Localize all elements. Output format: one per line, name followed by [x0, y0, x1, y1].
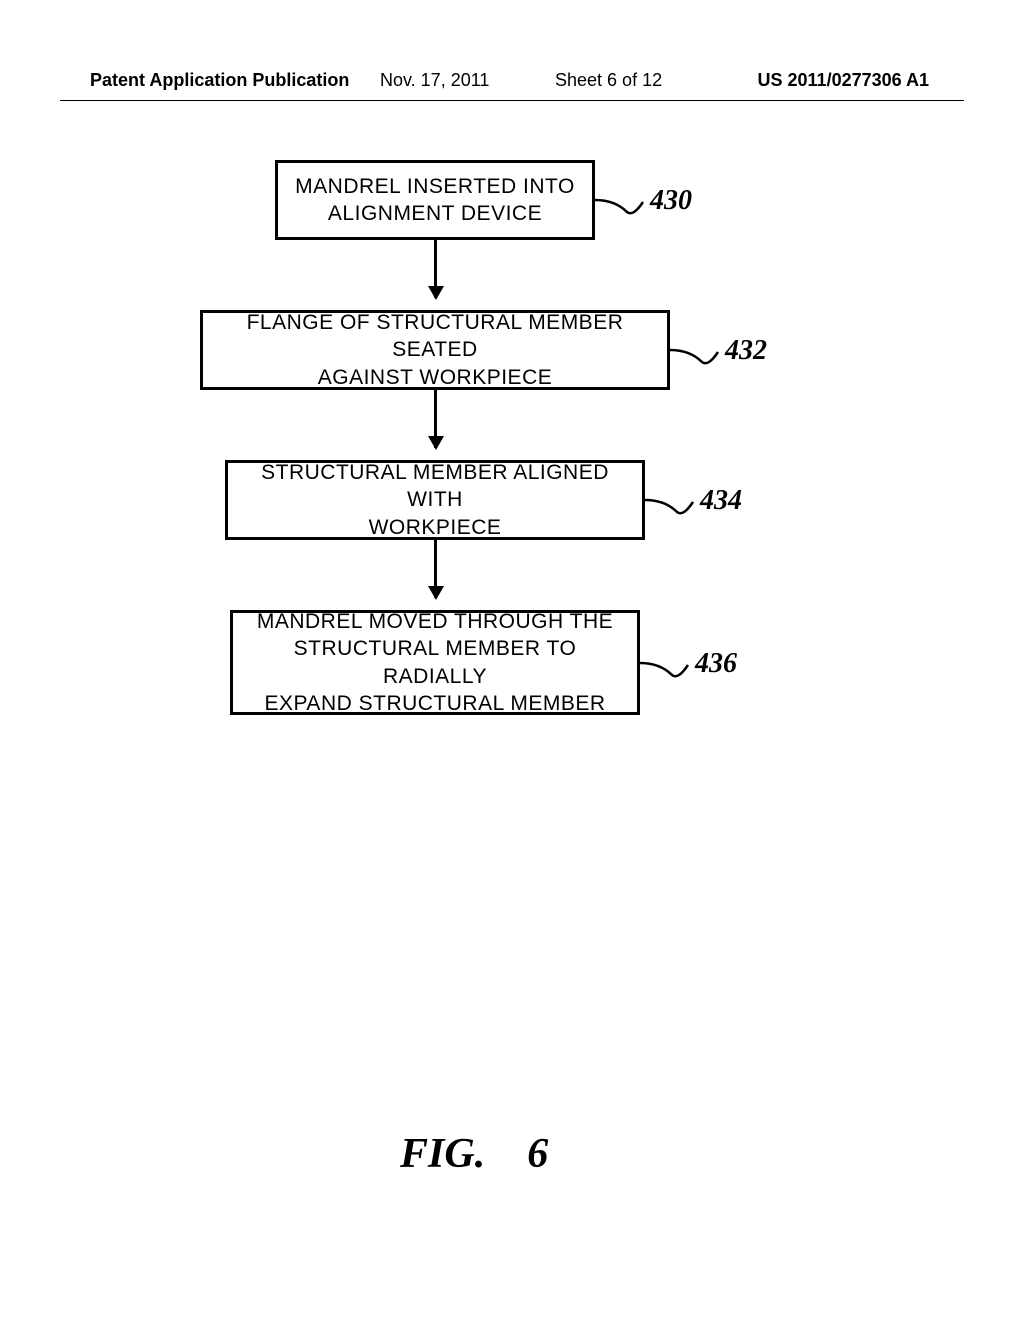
header-divider — [60, 100, 964, 101]
ref-leader-line — [670, 342, 725, 377]
ref-leader-line — [640, 655, 695, 690]
flowchart-box: MANDREL MOVED THROUGH THESTRUCTURAL MEMB… — [230, 610, 640, 715]
header-publication: Patent Application Publication — [90, 70, 349, 90]
flowchart-box: STRUCTURAL MEMBER ALIGNED WITHWORKPIECE — [225, 460, 645, 540]
flowchart-box: MANDREL INSERTED INTOALIGNMENT DEVICE — [275, 160, 595, 240]
header-date: Nov. 17, 2011 — [380, 70, 489, 91]
figure-prefix: FIG. — [400, 1131, 485, 1177]
flowchart-box: FLANGE OF STRUCTURAL MEMBER SEATEDAGAINS… — [200, 310, 670, 390]
ref-leader-line — [645, 492, 700, 527]
ref-number-label: 434 — [700, 485, 742, 517]
ref-number-label: 436 — [695, 648, 737, 680]
ref-number-label: 430 — [650, 185, 692, 217]
ref-leader-line — [595, 192, 650, 227]
ref-number-label: 432 — [725, 335, 767, 367]
flowchart-arrow — [434, 540, 437, 598]
figure-number: 6 — [527, 1131, 548, 1177]
figure-label: FIG. 6 — [400, 1130, 548, 1178]
header-pubnum: US 2011/0277306 A1 — [758, 70, 929, 91]
flowchart-arrow — [434, 240, 437, 298]
header-sheet: Sheet 6 of 12 — [555, 70, 662, 91]
flowchart-arrow — [434, 390, 437, 448]
page-header: Patent Application Publication Nov. 17, … — [0, 70, 1024, 91]
